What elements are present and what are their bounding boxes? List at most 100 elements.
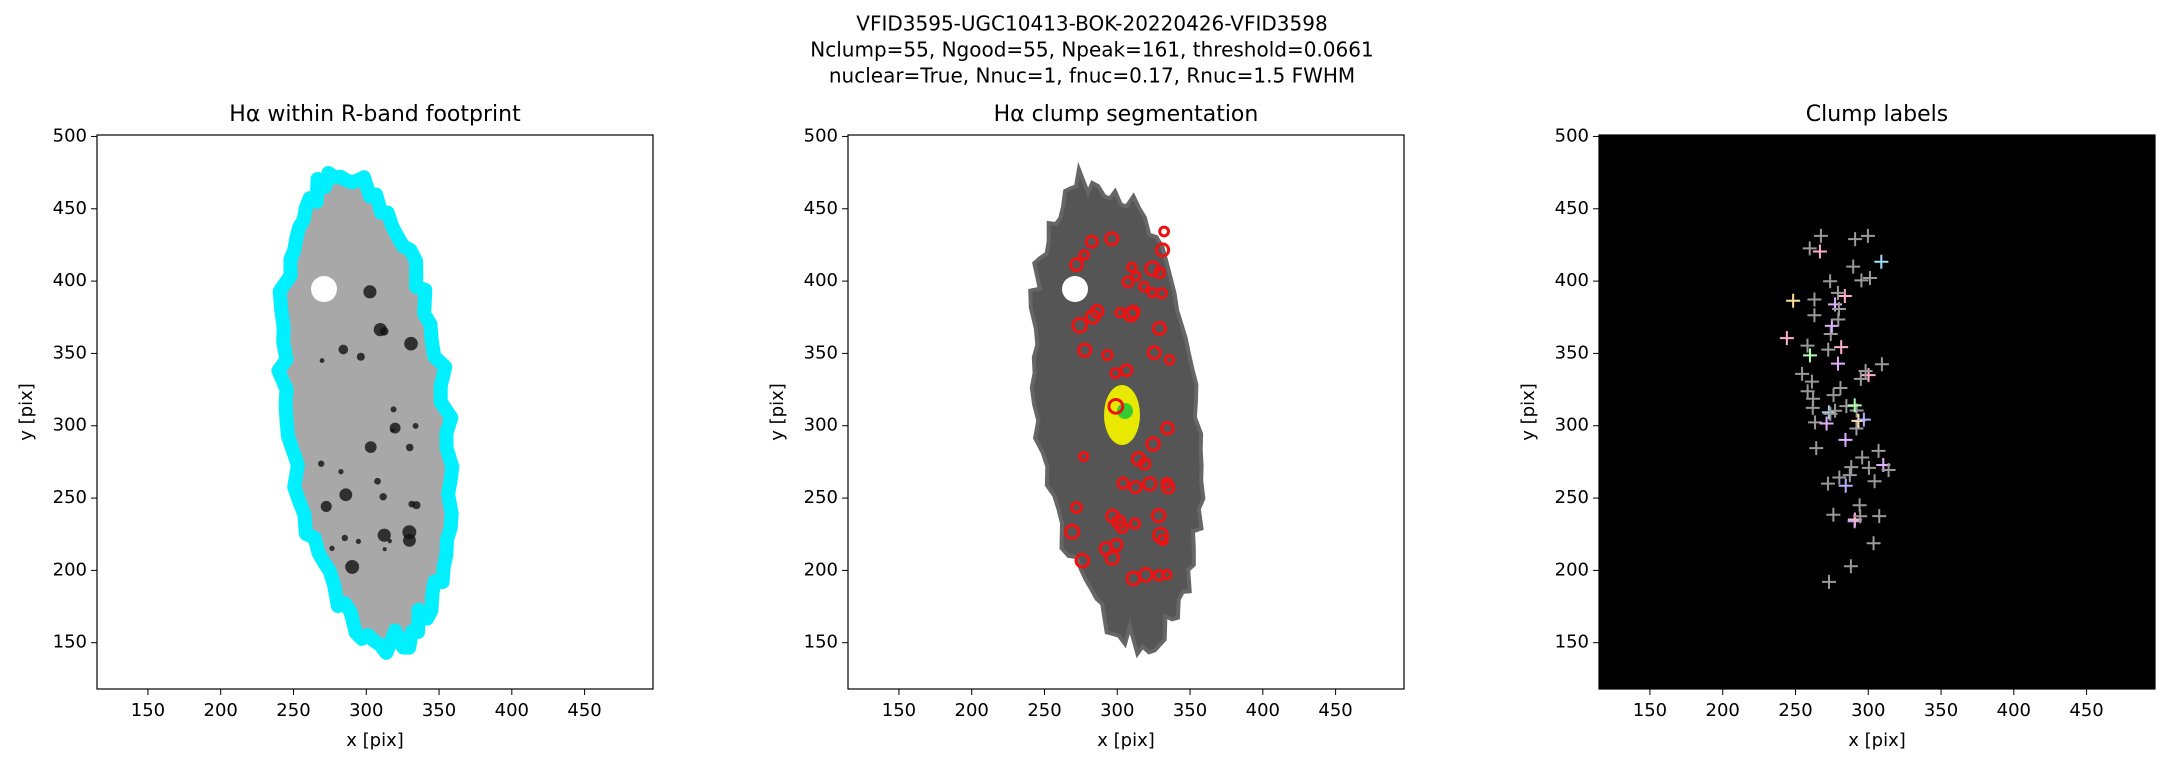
- clump-label: [1855, 450, 1870, 465]
- clump-label: [1826, 507, 1841, 522]
- y-tick-label: 350: [804, 342, 838, 363]
- clump-label: [1821, 342, 1836, 357]
- y-tick-label: 400: [53, 270, 87, 291]
- clump-label: [1837, 288, 1852, 303]
- x-tick-label: 450: [2069, 700, 2103, 721]
- clump: [1144, 260, 1161, 277]
- bright-spot: [390, 428, 395, 433]
- clump: [1109, 537, 1124, 553]
- clump-label: [1834, 340, 1849, 355]
- x-axis-label: x [pix]: [1848, 730, 1906, 751]
- y-axis-label: y [pix]: [767, 383, 788, 441]
- x-tick-label: 400: [495, 700, 529, 721]
- clump-label: [1823, 406, 1838, 421]
- bright-spot: [404, 336, 418, 351]
- clump: [1069, 501, 1083, 514]
- clump-label: [1846, 259, 1861, 274]
- clump-label: [1807, 292, 1822, 307]
- clump-label: [1812, 244, 1827, 259]
- clump-label: [1822, 574, 1837, 589]
- bright-spot: [339, 488, 353, 502]
- clump: [1156, 533, 1169, 547]
- clump: [1154, 242, 1171, 258]
- clump-label: [1844, 460, 1859, 475]
- y-tick-label: 200: [804, 559, 838, 580]
- clump: [1114, 306, 1126, 319]
- clump-label: [1831, 312, 1846, 327]
- axes-frame: [1598, 134, 2156, 690]
- bright-spot: [345, 559, 360, 574]
- clump: [1078, 249, 1090, 261]
- bright-spot: [374, 477, 381, 485]
- clump: [1116, 476, 1130, 490]
- clump: [1121, 275, 1135, 289]
- clump: [1126, 304, 1141, 320]
- clump-label: [1866, 536, 1881, 551]
- axes-frame: [96, 134, 654, 690]
- clump-label: [1807, 308, 1822, 323]
- x-axis-label: x [pix]: [1097, 730, 1155, 751]
- x-tick-label: 150: [882, 700, 916, 721]
- clump-label: [1847, 398, 1862, 413]
- clump-label: [1821, 405, 1836, 420]
- y-tick-label: 500: [804, 125, 838, 146]
- clump-label: [1853, 509, 1868, 524]
- clump-label: [1843, 559, 1858, 574]
- clump-label: [1861, 460, 1876, 475]
- clump-label: [1856, 412, 1871, 427]
- clump: [1074, 552, 1091, 569]
- clump: [1128, 480, 1143, 495]
- clump: [1150, 507, 1167, 524]
- clump: [1078, 451, 1090, 463]
- bright-spot: [341, 534, 348, 542]
- y-tick-label: 250: [1555, 487, 1589, 508]
- clump: [1146, 286, 1158, 299]
- clump: [1152, 569, 1166, 582]
- clump-label: [1872, 509, 1887, 524]
- y-tick-label: 350: [1555, 342, 1589, 363]
- x-tick-label: 200: [955, 700, 989, 721]
- x-tick-label: 250: [1027, 700, 1061, 721]
- x-axis-label: x [pix]: [346, 730, 404, 751]
- x-tick-label: 350: [422, 700, 456, 721]
- bright-spot: [355, 538, 361, 544]
- clump-label: [1779, 331, 1794, 346]
- image: [1028, 161, 1206, 659]
- x-tick-label: 200: [204, 700, 238, 721]
- clump-label: [1842, 468, 1857, 483]
- clump-label: [1800, 384, 1815, 399]
- x-tick-label: 400: [1997, 700, 2031, 721]
- clump-label: [1858, 363, 1873, 378]
- x-tick-label: 450: [1318, 700, 1352, 721]
- clump-label: [1819, 416, 1834, 431]
- clump-label: [1874, 357, 1889, 372]
- nucleus-core: [1117, 403, 1133, 419]
- axes-frame: [847, 134, 1405, 690]
- clump: [1130, 270, 1142, 282]
- bright-spot: [390, 406, 397, 413]
- y-tick-label: 300: [804, 415, 838, 436]
- y-tick-label: 350: [53, 342, 87, 363]
- clump-label: [1832, 470, 1847, 485]
- y-tick-label: 200: [1555, 559, 1589, 580]
- y-tick-label: 450: [53, 198, 87, 219]
- x-tick-label: 150: [131, 700, 165, 721]
- clump: [1077, 342, 1093, 358]
- notch: [311, 276, 337, 302]
- clump: [1107, 397, 1125, 415]
- bright-spot: [364, 441, 377, 453]
- clump: [1064, 523, 1081, 540]
- clump: [1163, 354, 1176, 366]
- plot-background: [1599, 135, 2155, 689]
- x-tick-label: 300: [349, 700, 383, 721]
- clump: [1160, 420, 1175, 436]
- y-tick-label: 450: [1555, 198, 1589, 219]
- bright-spot: [320, 500, 332, 512]
- x-tick-label: 300: [1100, 700, 1134, 721]
- clump-label: [1862, 271, 1877, 286]
- bright-spot: [356, 352, 365, 361]
- clump: [1071, 316, 1089, 334]
- clump-label: [1800, 338, 1815, 353]
- clump-label: [1867, 474, 1882, 489]
